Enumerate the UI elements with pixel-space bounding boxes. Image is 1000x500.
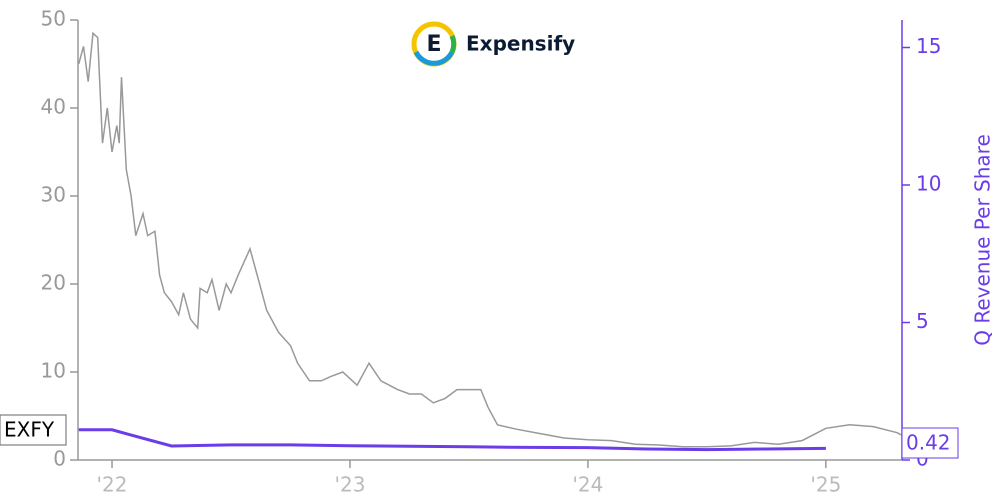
y-tick-label: 40 bbox=[41, 95, 66, 119]
value-label-text: 0.42 bbox=[906, 431, 951, 455]
series-label: EXFY bbox=[0, 414, 67, 446]
logo-ring-green bbox=[449, 35, 457, 53]
series-label-text: EXFY bbox=[4, 418, 55, 442]
value-label-box bbox=[901, 427, 959, 459]
logo-ring-blue bbox=[413, 50, 455, 66]
y-tick-label: 10 bbox=[41, 359, 66, 383]
y-tick-label: 0 bbox=[53, 447, 66, 471]
x-tick-label: '25 bbox=[810, 473, 841, 497]
y-tick-label: 20 bbox=[41, 271, 66, 295]
logo-letter: E bbox=[426, 32, 441, 57]
series-line bbox=[77, 31, 903, 448]
x-tick-label: '22 bbox=[97, 473, 128, 497]
logo-name: Expensify bbox=[466, 32, 575, 56]
series-label-box bbox=[0, 414, 67, 446]
y2-tick-label: 5 bbox=[916, 309, 929, 333]
value-label: 0.42 bbox=[901, 427, 959, 459]
x-tick-label: '23 bbox=[334, 473, 365, 497]
series-line bbox=[78, 428, 826, 452]
y2-axis-label: Q Revenue Per Share bbox=[971, 134, 995, 346]
y2-tick-label: 10 bbox=[916, 172, 941, 196]
y-tick-label: 50 bbox=[41, 7, 66, 31]
logo: E Expensify bbox=[411, 21, 575, 67]
y-tick-label: 30 bbox=[41, 183, 66, 207]
y2-tick-label: 15 bbox=[916, 34, 941, 58]
x-tick-label: '24 bbox=[572, 473, 603, 497]
